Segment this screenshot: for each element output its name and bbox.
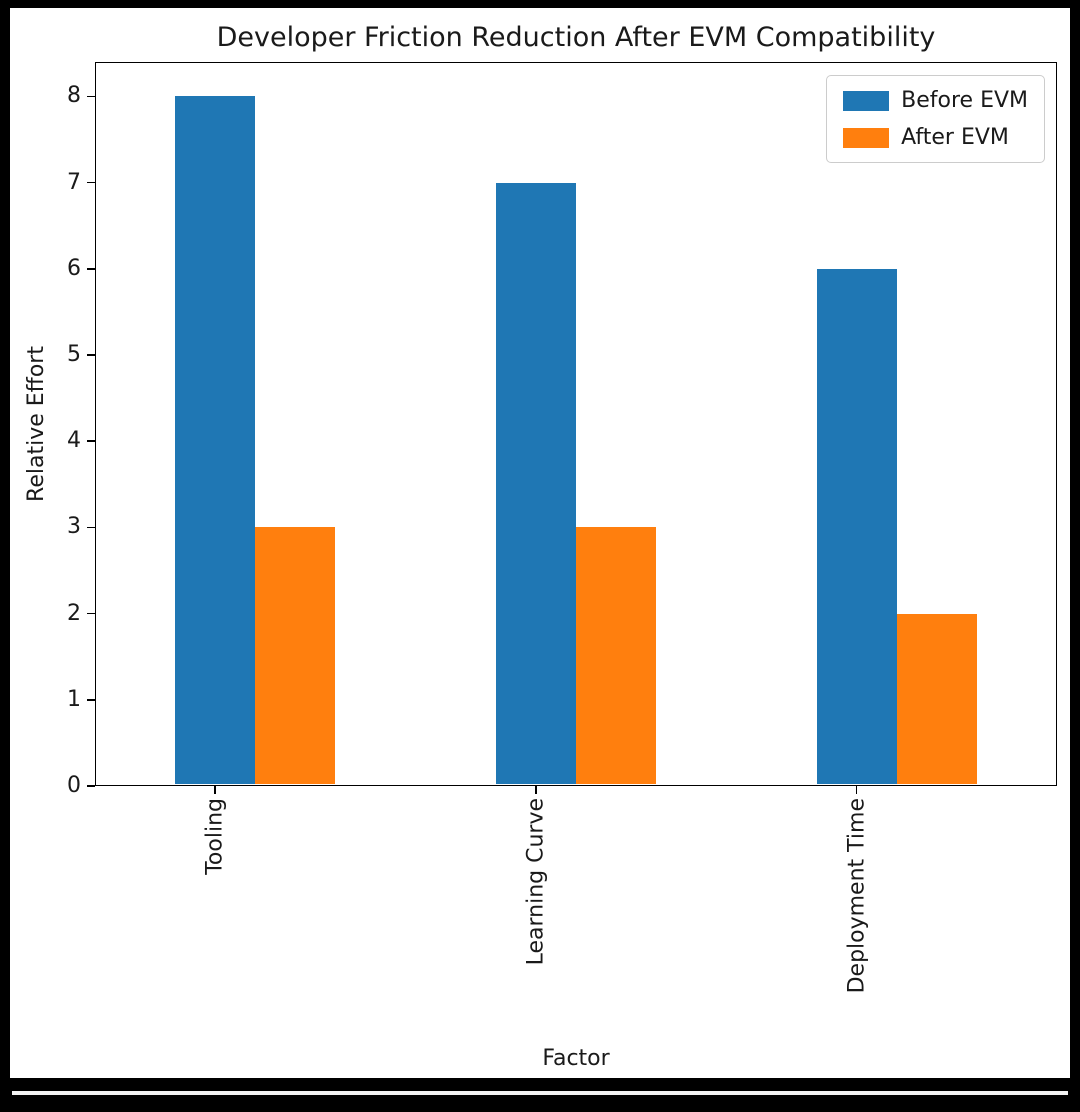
bar-before-evm-tooling [175, 96, 256, 785]
y-tick-mark [87, 699, 95, 701]
y-tick-mark [87, 612, 95, 615]
legend-label: After EVM [901, 125, 1009, 150]
x-tick-label: Learning Curve [523, 798, 549, 966]
x-tick-mark [214, 786, 217, 794]
y-tick-mark [87, 354, 95, 356]
bar-before-evm-deployment-time [816, 268, 897, 785]
x-axis-label: Factor [542, 1046, 610, 1071]
bar-after-evm-deployment-time [896, 613, 977, 785]
y-tick-label: 7 [67, 169, 81, 195]
y-tick-label: 1 [67, 686, 81, 712]
y-tick-label: 6 [67, 255, 81, 281]
legend-label: Before EVM [901, 88, 1028, 113]
y-tick-mark [87, 95, 95, 98]
y-tick-label: 4 [67, 428, 81, 454]
legend-row: After EVM [843, 125, 1028, 150]
legend-row: Before EVM [843, 88, 1028, 113]
y-axis-label: Relative Effort [24, 346, 49, 502]
y-tick-mark [87, 181, 95, 184]
legend-swatch-after-evm [843, 127, 890, 148]
y-tick-label: 3 [67, 514, 81, 540]
bar-after-evm-learning-curve [576, 527, 657, 785]
x-tick-label: Tooling [202, 798, 228, 875]
chart-title: Developer Friction Reduction After EVM C… [216, 22, 936, 53]
y-tick-mark [87, 785, 95, 787]
x-tick-label: Deployment Time [844, 798, 870, 994]
y-tick-label: 2 [67, 600, 81, 626]
y-tick-label: 5 [67, 342, 81, 368]
y-tick-label: 8 [67, 83, 81, 109]
bar-before-evm-learning-curve [495, 182, 576, 785]
legend: Before EVM After EVM [826, 75, 1045, 163]
y-tick-mark [87, 526, 95, 529]
x-tick-mark [535, 786, 537, 794]
bar-after-evm-tooling [255, 527, 336, 785]
y-tick-mark [87, 268, 95, 270]
x-tick-mark [855, 786, 858, 794]
legend-swatch-before-evm [843, 90, 890, 111]
y-tick-label: 0 [67, 773, 81, 798]
y-tick-mark [87, 440, 95, 443]
figure: Developer Friction Reduction After EVM C… [10, 8, 1070, 1078]
bottom-divider-line [12, 1091, 1068, 1095]
